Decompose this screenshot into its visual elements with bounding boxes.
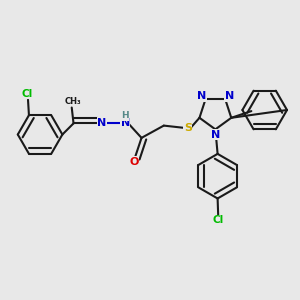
Text: Cl: Cl [22, 88, 33, 99]
Text: N: N [121, 118, 130, 128]
Text: N: N [97, 118, 106, 128]
Text: O: O [129, 157, 139, 167]
Text: N: N [197, 91, 206, 101]
Text: Cl: Cl [213, 215, 224, 225]
Text: S: S [184, 122, 192, 133]
Text: N: N [225, 91, 234, 101]
Text: N: N [211, 130, 220, 140]
Text: H: H [122, 111, 129, 120]
Text: CH₃: CH₃ [65, 97, 82, 106]
